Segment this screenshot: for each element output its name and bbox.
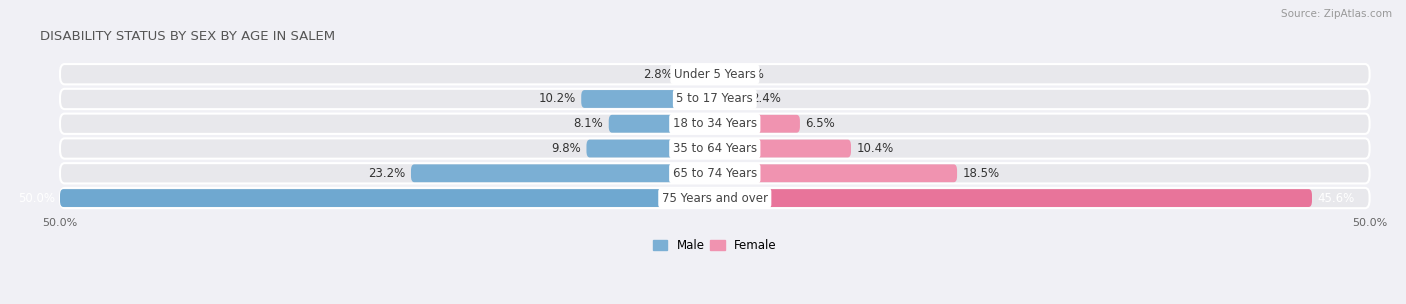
Text: 2.8%: 2.8% bbox=[643, 68, 673, 81]
FancyBboxPatch shape bbox=[60, 64, 1369, 85]
FancyBboxPatch shape bbox=[678, 65, 714, 83]
Text: 10.2%: 10.2% bbox=[538, 92, 576, 105]
FancyBboxPatch shape bbox=[60, 114, 1369, 134]
FancyBboxPatch shape bbox=[60, 138, 1369, 159]
FancyBboxPatch shape bbox=[609, 115, 714, 133]
FancyBboxPatch shape bbox=[714, 65, 730, 83]
FancyBboxPatch shape bbox=[60, 89, 1369, 109]
Text: Under 5 Years: Under 5 Years bbox=[673, 68, 756, 81]
Text: 75 Years and over: 75 Years and over bbox=[662, 192, 768, 205]
Text: 1.1%: 1.1% bbox=[734, 68, 765, 81]
Text: 8.1%: 8.1% bbox=[574, 117, 603, 130]
FancyBboxPatch shape bbox=[581, 90, 714, 108]
Text: 2.4%: 2.4% bbox=[751, 92, 782, 105]
Text: 6.5%: 6.5% bbox=[806, 117, 835, 130]
FancyBboxPatch shape bbox=[586, 140, 714, 157]
Text: 23.2%: 23.2% bbox=[368, 167, 406, 180]
Text: Source: ZipAtlas.com: Source: ZipAtlas.com bbox=[1281, 9, 1392, 19]
Text: 18.5%: 18.5% bbox=[962, 167, 1000, 180]
FancyBboxPatch shape bbox=[411, 164, 714, 182]
FancyBboxPatch shape bbox=[60, 189, 714, 207]
Text: 9.8%: 9.8% bbox=[551, 142, 581, 155]
FancyBboxPatch shape bbox=[714, 115, 800, 133]
FancyBboxPatch shape bbox=[714, 140, 851, 157]
Text: 18 to 34 Years: 18 to 34 Years bbox=[672, 117, 756, 130]
FancyBboxPatch shape bbox=[60, 163, 1369, 183]
Text: 35 to 64 Years: 35 to 64 Years bbox=[672, 142, 756, 155]
FancyBboxPatch shape bbox=[60, 188, 1369, 208]
Legend: Male, Female: Male, Female bbox=[652, 239, 776, 252]
FancyBboxPatch shape bbox=[714, 164, 957, 182]
Text: 5 to 17 Years: 5 to 17 Years bbox=[676, 92, 754, 105]
Text: DISABILITY STATUS BY SEX BY AGE IN SALEM: DISABILITY STATUS BY SEX BY AGE IN SALEM bbox=[41, 30, 336, 43]
Text: 65 to 74 Years: 65 to 74 Years bbox=[672, 167, 756, 180]
FancyBboxPatch shape bbox=[714, 90, 747, 108]
FancyBboxPatch shape bbox=[714, 189, 1312, 207]
Text: 10.4%: 10.4% bbox=[856, 142, 893, 155]
Text: 50.0%: 50.0% bbox=[18, 192, 55, 205]
Text: 45.6%: 45.6% bbox=[1317, 192, 1354, 205]
